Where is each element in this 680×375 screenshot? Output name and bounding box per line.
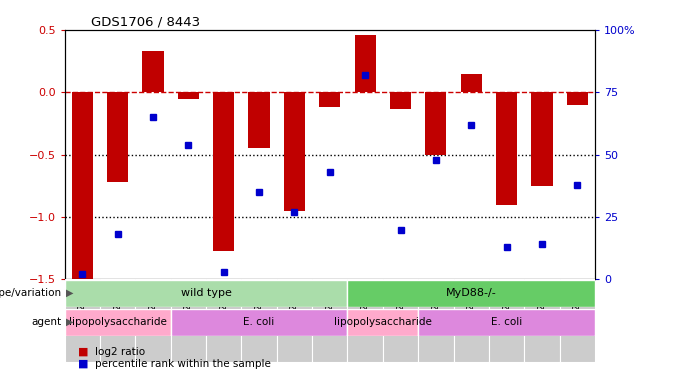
Text: E. coli: E. coli (243, 317, 275, 327)
Bar (65, 280, 347, 307)
Text: ▶: ▶ (66, 288, 73, 298)
Text: ▶: ▶ (66, 317, 73, 327)
Text: GSM22628: GSM22628 (396, 286, 405, 335)
Bar (248, 92, 270, 148)
Text: log2 ratio: log2 ratio (95, 347, 146, 357)
Bar (418, 279, 454, 362)
Text: GSM22641: GSM22641 (466, 286, 476, 335)
Bar (177, 92, 199, 99)
Text: GSM22637: GSM22637 (290, 286, 299, 335)
Bar (65, 279, 100, 362)
Bar (383, 279, 418, 362)
Bar (312, 279, 347, 362)
Bar (135, 279, 171, 362)
Bar (284, 92, 305, 211)
Text: GSM22647: GSM22647 (573, 286, 582, 335)
Bar (489, 279, 524, 362)
Bar (347, 309, 418, 336)
Text: GSM22617: GSM22617 (78, 286, 87, 335)
Bar (107, 92, 129, 182)
Bar (319, 92, 341, 107)
Text: GDS1706 / 8443: GDS1706 / 8443 (91, 16, 200, 29)
Text: GSM22639: GSM22639 (325, 286, 335, 335)
Bar (213, 92, 235, 251)
Text: agent: agent (31, 317, 61, 327)
Text: GSM22635: GSM22635 (254, 286, 264, 335)
Bar (171, 279, 206, 362)
Bar (425, 92, 447, 154)
Bar (418, 309, 595, 336)
Bar (524, 279, 560, 362)
Text: ■: ■ (78, 347, 88, 357)
Bar (390, 92, 411, 108)
Bar (560, 279, 595, 362)
Bar (100, 279, 135, 362)
Text: GSM22619: GSM22619 (113, 286, 122, 335)
Bar (354, 35, 376, 92)
Text: wild type: wild type (181, 288, 231, 298)
Text: genotype/variation: genotype/variation (0, 288, 61, 298)
Text: E. coli: E. coli (491, 317, 522, 327)
Bar (454, 279, 489, 362)
Bar (206, 279, 241, 362)
Text: GSM22630: GSM22630 (431, 286, 441, 335)
Bar (531, 92, 553, 186)
Bar (142, 51, 164, 92)
Bar (347, 279, 383, 362)
Text: GSM22643: GSM22643 (502, 286, 511, 335)
Text: percentile rank within the sample: percentile rank within the sample (95, 359, 271, 369)
Text: lipopolysaccharide: lipopolysaccharide (334, 317, 432, 327)
Text: GSM22633: GSM22633 (219, 286, 228, 335)
Text: MyD88-/-: MyD88-/- (446, 288, 496, 298)
Bar (496, 92, 517, 205)
Text: GSM22623: GSM22623 (184, 286, 193, 335)
Bar (460, 74, 482, 92)
Bar (65, 309, 171, 336)
Bar (171, 309, 347, 336)
Bar (566, 92, 588, 105)
Bar (347, 280, 595, 307)
Text: GSM22626: GSM22626 (360, 286, 370, 335)
Text: GSM22621: GSM22621 (148, 286, 158, 335)
Text: ■: ■ (78, 359, 88, 369)
Text: GSM22645: GSM22645 (537, 286, 547, 335)
Text: lipopolysaccharide: lipopolysaccharide (69, 317, 167, 327)
Bar (71, 92, 93, 279)
Bar (277, 279, 312, 362)
Bar (241, 279, 277, 362)
